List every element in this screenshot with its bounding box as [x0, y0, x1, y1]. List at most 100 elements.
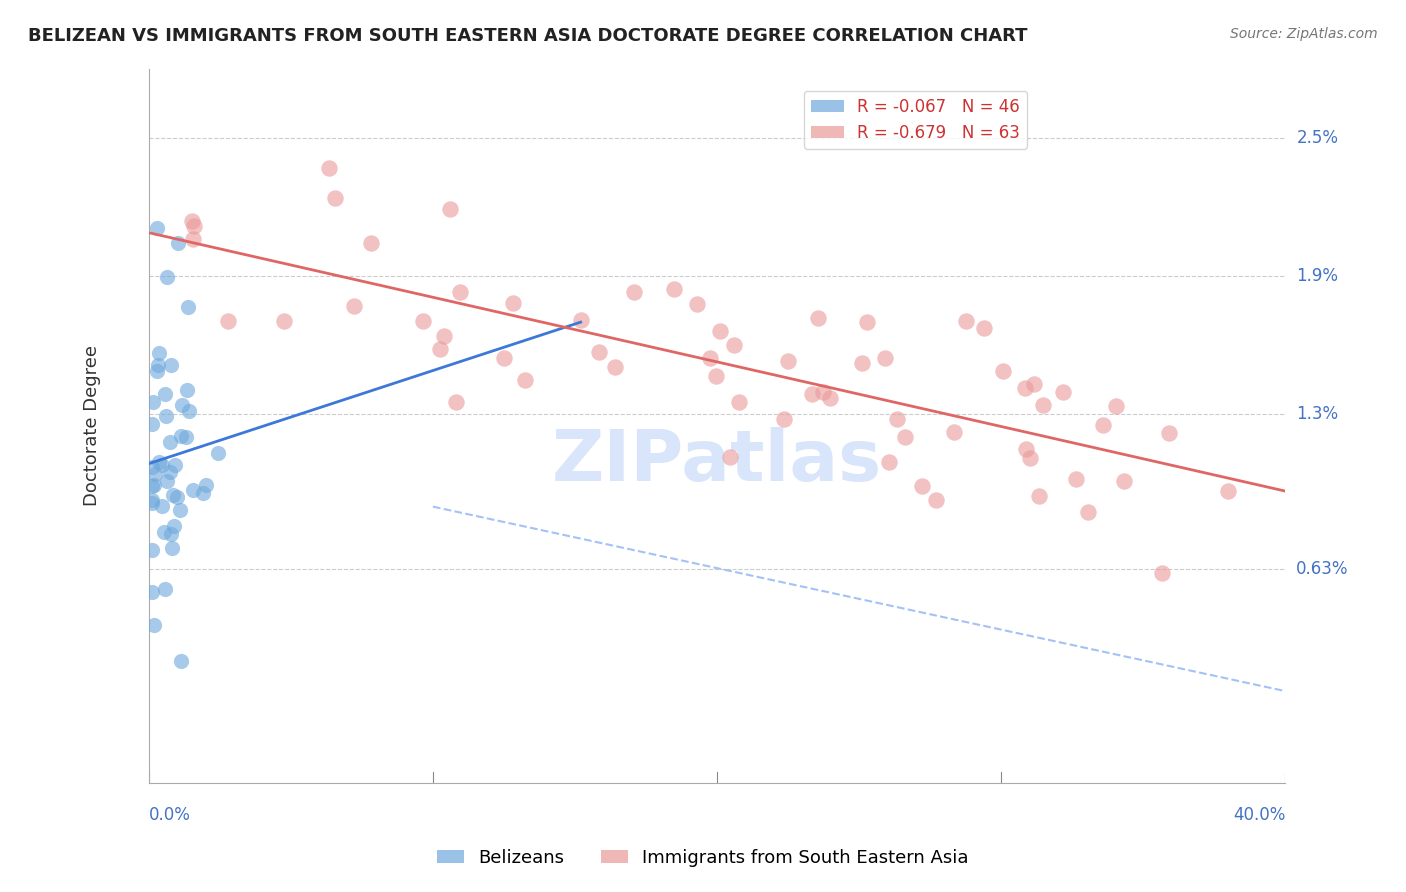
Point — [851, 356, 873, 370]
Point — [181, 232, 204, 246]
Point — [894, 430, 917, 444]
Point — [720, 450, 742, 464]
Text: Doctorate Degree: Doctorate Degree — [83, 345, 101, 507]
Point — [603, 359, 626, 374]
Point — [207, 446, 229, 460]
Point — [449, 285, 471, 299]
Point — [1218, 483, 1240, 498]
Point — [1052, 384, 1074, 399]
Point — [165, 458, 187, 472]
Point — [181, 214, 204, 228]
Point — [412, 314, 434, 328]
Point — [156, 269, 179, 284]
Point — [169, 502, 191, 516]
Point — [153, 386, 176, 401]
Point — [141, 585, 163, 599]
Text: ZIPatlas: ZIPatlas — [553, 427, 882, 496]
Point — [318, 161, 340, 176]
Point — [723, 338, 745, 352]
Point — [925, 492, 948, 507]
Text: 1.3%: 1.3% — [1296, 405, 1339, 424]
Point — [141, 496, 163, 510]
Point — [1066, 472, 1088, 486]
Text: 0.0%: 0.0% — [149, 806, 191, 824]
Point — [699, 351, 721, 366]
Text: 0.63%: 0.63% — [1296, 560, 1348, 578]
Point — [513, 372, 536, 386]
Point — [141, 542, 163, 557]
Point — [141, 479, 163, 493]
Point — [704, 369, 727, 384]
Text: Source: ZipAtlas.com: Source: ZipAtlas.com — [1230, 27, 1378, 41]
Point — [1104, 399, 1126, 413]
Text: BELIZEAN VS IMMIGRANTS FROM SOUTH EASTERN ASIA DOCTORATE DEGREE CORRELATION CHAR: BELIZEAN VS IMMIGRANTS FROM SOUTH EASTER… — [28, 27, 1028, 45]
Point — [177, 404, 200, 418]
Point — [873, 351, 896, 365]
Point — [174, 430, 197, 444]
Point — [172, 398, 194, 412]
Legend: Belizeans, Immigrants from South Eastern Asia: Belizeans, Immigrants from South Eastern… — [430, 842, 976, 874]
Point — [193, 486, 215, 500]
Point — [176, 383, 198, 397]
Point — [433, 328, 456, 343]
Point — [143, 467, 166, 482]
Point — [159, 435, 181, 450]
Point — [150, 499, 173, 513]
Point — [1112, 474, 1135, 488]
Point — [686, 297, 709, 311]
Point — [772, 412, 794, 426]
Legend: R = -0.067   N = 46, R = -0.679   N = 63: R = -0.067 N = 46, R = -0.679 N = 63 — [804, 91, 1026, 149]
Point — [343, 299, 366, 313]
Point — [911, 479, 934, 493]
Point — [217, 314, 239, 328]
Point — [141, 417, 163, 432]
Point — [446, 395, 468, 409]
Point — [778, 354, 800, 368]
Point — [1032, 398, 1054, 412]
Point — [1152, 566, 1174, 580]
Point — [194, 478, 217, 492]
Point — [1015, 442, 1038, 457]
Point — [1028, 489, 1050, 503]
Point — [360, 236, 382, 251]
Point — [170, 429, 193, 443]
Point — [146, 358, 169, 372]
Point — [160, 541, 183, 555]
Point — [1014, 382, 1036, 396]
Point — [993, 364, 1015, 378]
Point — [623, 285, 645, 299]
Point — [429, 343, 451, 357]
Point — [148, 455, 170, 469]
Point — [879, 455, 901, 469]
Point — [588, 344, 610, 359]
Point — [807, 310, 830, 325]
Point — [1019, 450, 1042, 465]
Point — [145, 364, 167, 378]
Point — [170, 654, 193, 668]
Point — [153, 582, 176, 597]
Point — [142, 395, 165, 409]
Point — [162, 488, 184, 502]
Point — [163, 519, 186, 533]
Point — [155, 409, 177, 424]
Point — [176, 300, 198, 314]
Point — [811, 385, 834, 400]
Point — [709, 324, 731, 338]
Point — [273, 314, 295, 328]
Point — [1024, 376, 1046, 391]
Point — [141, 460, 163, 475]
Point — [155, 474, 177, 488]
Point — [1159, 425, 1181, 440]
Point — [439, 202, 461, 217]
Point — [728, 395, 751, 409]
Point — [973, 321, 995, 335]
Point — [166, 236, 188, 251]
Point — [159, 465, 181, 479]
Point — [664, 282, 686, 296]
Point — [569, 313, 592, 327]
Text: 40.0%: 40.0% — [1233, 806, 1285, 824]
Point — [818, 391, 841, 405]
Point — [159, 358, 181, 372]
Point — [142, 478, 165, 492]
Point — [150, 458, 173, 472]
